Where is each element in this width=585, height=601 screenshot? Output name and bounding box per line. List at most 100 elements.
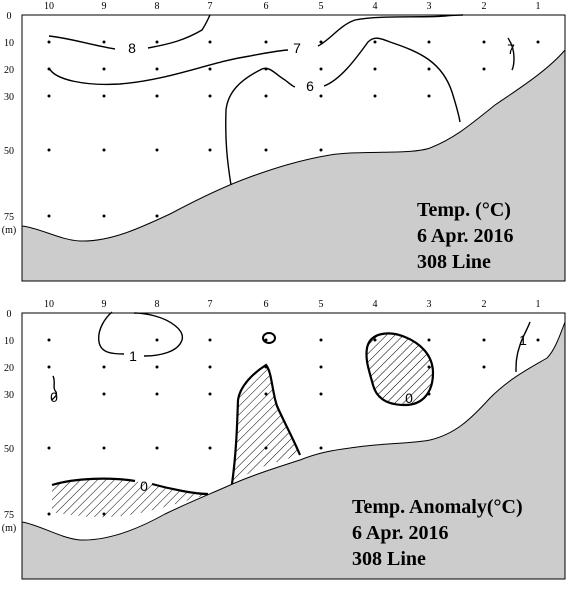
- sampling-point: [155, 40, 159, 44]
- sampling-point: [373, 338, 377, 342]
- isotherm-label: 7: [507, 41, 515, 57]
- station-tick-label: 3: [427, 299, 432, 310]
- station-tick-label: 5: [319, 299, 324, 310]
- caption-line: 6 Apr. 2016: [352, 522, 449, 544]
- sampling-point: [47, 148, 51, 152]
- anomaly-contour-label: 0: [140, 478, 148, 494]
- station-tick-label: 10: [44, 299, 54, 310]
- depth-tick-labels: 0 10 20 30 50 75 (m): [2, 309, 16, 534]
- negative-anomaly-region: [366, 333, 433, 405]
- anomaly-contour-small-ring: [262, 332, 276, 344]
- sampling-point: [102, 94, 106, 98]
- isotherm-label: 6: [306, 78, 314, 94]
- depth-tick-label: 10: [4, 336, 14, 347]
- sampling-point: [482, 40, 486, 44]
- sampling-point: [264, 392, 268, 396]
- station-tick-label: 2: [482, 299, 487, 310]
- station-tick-label: 4: [373, 299, 378, 310]
- sampling-point: [102, 446, 106, 450]
- panel-caption: Temp. Anomaly(°C) 6 Apr. 2016 308 Line: [352, 496, 523, 570]
- sampling-point: [319, 365, 323, 369]
- anomaly-contour-label: 0: [405, 390, 413, 406]
- isotherm-8: [48, 14, 211, 50]
- station-tick-label: 9: [102, 1, 107, 12]
- sampling-point: [536, 338, 540, 342]
- sampling-point: [155, 338, 159, 342]
- sampling-point-row: [47, 446, 323, 450]
- sampling-point: [102, 392, 106, 396]
- sampling-point: [208, 338, 212, 342]
- anomaly-contour-label: 0: [50, 389, 58, 405]
- anomaly-contour-label: 1: [519, 332, 527, 348]
- seabed-area: [21, 321, 566, 580]
- station-tick-label: 7: [208, 1, 213, 12]
- isotherm-label: 7: [293, 40, 301, 56]
- sampling-point: [319, 446, 323, 450]
- sampling-point: [155, 94, 159, 98]
- depth-unit-label: (m): [2, 225, 16, 236]
- isotherm-labels: 8 7 6 7: [128, 40, 515, 94]
- station-tick-labels: 10 9 8 7 6 5 4 3 2 1: [44, 1, 541, 12]
- caption-line: 308 Line: [352, 548, 426, 570]
- anomaly-contour-label: 1: [129, 348, 137, 364]
- depth-tick-label: 0: [7, 309, 12, 320]
- sampling-point: [155, 67, 159, 71]
- temperature-anomaly-panel: 10 9 8 7 6 5 4 3 2 1 0 10 20 30 50 75 (m…: [2, 299, 566, 580]
- sampling-point: [427, 94, 431, 98]
- depth-tick-label: 50: [4, 146, 14, 157]
- depth-tick-label: 50: [4, 444, 14, 455]
- anomaly-contour-left-edge: [51, 375, 58, 401]
- anomaly-contour-lines: [51, 311, 531, 496]
- sampling-point: [373, 94, 377, 98]
- sampling-point: [208, 392, 212, 396]
- sampling-point: [264, 94, 268, 98]
- station-tick-label: 1: [536, 299, 541, 310]
- station-tick-label: 1: [536, 1, 541, 12]
- sampling-point: [208, 94, 212, 98]
- depth-tick-labels: 0 10 20 30 50 75 (m): [2, 11, 16, 236]
- sampling-point-row: [47, 214, 159, 218]
- isotherm-7-right: [507, 37, 515, 71]
- sampling-point: [47, 365, 51, 369]
- sampling-point: [319, 338, 323, 342]
- anomaly-contour-1-right: [515, 321, 531, 373]
- sampling-point: [319, 392, 323, 396]
- station-tick-label: 4: [373, 1, 378, 12]
- sampling-point: [155, 392, 159, 396]
- sampling-point: [264, 40, 268, 44]
- sampling-point: [155, 148, 159, 152]
- depth-tick-label: 30: [4, 390, 14, 401]
- sampling-point: [319, 94, 323, 98]
- sampling-point-row: [47, 40, 540, 44]
- sampling-point: [373, 67, 377, 71]
- sampling-points: [47, 338, 540, 516]
- isotherm-7: [48, 14, 464, 86]
- sampling-point: [102, 214, 106, 218]
- depth-tick-label: 20: [4, 65, 14, 76]
- sampling-point-row: [47, 338, 540, 342]
- depth-tick-label: 0: [7, 11, 12, 22]
- caption-line: Temp. Anomaly(°C): [352, 496, 523, 518]
- sampling-point: [427, 40, 431, 44]
- sampling-point: [208, 446, 212, 450]
- sampling-point: [373, 40, 377, 44]
- isotherm-label: 8: [128, 40, 136, 56]
- station-tick-label: 9: [102, 299, 107, 310]
- station-tick-label: 5: [319, 1, 324, 12]
- sampling-point: [102, 40, 106, 44]
- station-tick-labels: 10 9 8 7 6 5 4 3 2 1: [44, 299, 541, 310]
- sampling-point: [264, 148, 268, 152]
- isotherm-6: [225, 37, 461, 186]
- sampling-point: [536, 40, 540, 44]
- sampling-point: [482, 67, 486, 71]
- depth-tick-label: 75: [4, 212, 14, 223]
- sampling-point: [47, 338, 51, 342]
- depth-tick-label: 10: [4, 38, 14, 49]
- station-tick-label: 6: [264, 1, 269, 12]
- sampling-point: [155, 446, 159, 450]
- sampling-point: [102, 67, 106, 71]
- caption-line: 308 Line: [417, 251, 491, 273]
- sampling-point: [47, 214, 51, 218]
- caption-line: 6 Apr. 2016: [417, 225, 514, 247]
